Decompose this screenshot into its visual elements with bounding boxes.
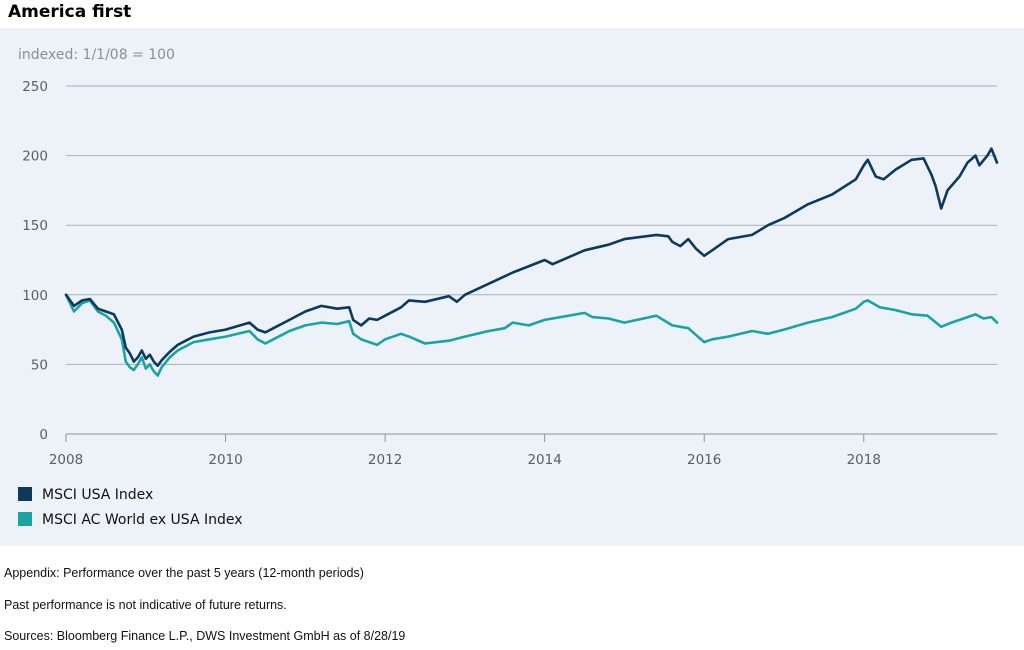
legend-label-1: MSCI AC World ex USA Index [42, 512, 243, 528]
page-title: America first [8, 2, 132, 22]
gridlines [66, 85, 997, 365]
chart-panel: indexed: 1/1/08 = 100 0 50 100 150 200 250 20… [0, 28, 1024, 546]
y-axis-ticks: 0 50 100 150 200 250 [22, 79, 48, 443]
y-tick-label: 150 [22, 218, 48, 234]
footnote-sources: Sources: Bloomberg Finance L.P., DWS Inv… [4, 629, 406, 643]
y-tick-label: 50 [31, 357, 48, 373]
x-axis-ticks: 2008 2010 2012 2014 2016 2018 [49, 434, 881, 468]
legend-swatch-1 [18, 512, 32, 526]
x-tick-label: 2008 [49, 452, 83, 468]
x-tick-label: 2012 [368, 452, 402, 468]
legend-swatch-0 [18, 487, 32, 501]
series-line-1 [64, 293, 999, 377]
x-tick-label: 2018 [847, 452, 881, 468]
series-line-0 [64, 147, 999, 368]
y-tick-label: 250 [22, 79, 48, 95]
x-tick-label: 2014 [527, 452, 561, 468]
footnote-disclaimer: Past performance is not indicative of fu… [4, 598, 287, 612]
y-tick-label: 0 [39, 427, 48, 443]
line-chart: indexed: 1/1/08 = 100 0 50 100 150 200 250 20… [18, 47, 999, 528]
chart-subtitle: indexed: 1/1/08 = 100 [18, 47, 175, 63]
x-tick-label: 2010 [208, 452, 242, 468]
x-tick-label: 2016 [687, 452, 721, 468]
y-tick-label: 100 [22, 288, 48, 304]
series-lines [64, 147, 999, 377]
legend: MSCI USA Index MSCI AC World ex USA Index [18, 487, 243, 528]
y-tick-label: 200 [22, 149, 48, 165]
legend-label-0: MSCI USA Index [42, 487, 153, 503]
footnote-appendix: Appendix: Performance over the past 5 ye… [4, 566, 364, 580]
